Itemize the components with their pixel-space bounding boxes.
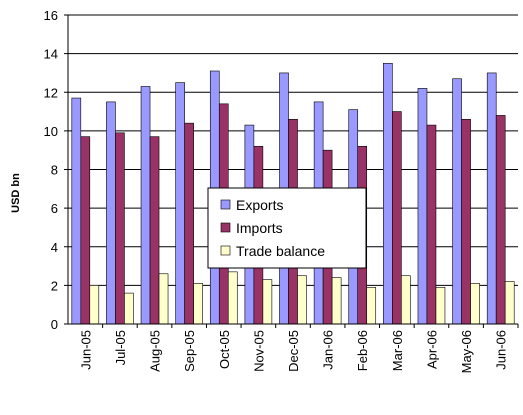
bar-imports xyxy=(149,136,160,325)
bar-trade-balance xyxy=(227,271,238,325)
legend-box xyxy=(207,187,367,269)
y-tick-label: 6 xyxy=(51,201,58,216)
x-tick-label: Sep-05 xyxy=(182,330,197,372)
bar-trade-balance xyxy=(297,275,307,325)
bar-exports xyxy=(452,78,462,325)
x-tick-label: May-06 xyxy=(459,330,474,373)
bar-trade-balance xyxy=(470,283,480,325)
y-tick-label: 2 xyxy=(51,278,58,293)
bar-imports xyxy=(461,118,471,325)
y-tick-label: 16 xyxy=(44,8,58,23)
bar-exports xyxy=(106,101,116,325)
x-tick-label: Oct-05 xyxy=(217,330,232,369)
y-tick-label: 10 xyxy=(44,124,58,139)
bar-imports xyxy=(495,115,506,325)
x-tick-labels: Jun-05 Jul-05 Aug-05 Sep-05 Oct-05 Nov-05 Dec-… xyxy=(78,330,508,373)
x-tick-label: Dec-05 xyxy=(286,330,301,372)
x-tick-label: Jun-05 xyxy=(78,330,93,370)
y-tick-labels: 0 2 4 6 8 10 12 14 16 xyxy=(44,8,58,332)
legend-swatch xyxy=(220,245,231,256)
legend: Exports Imports Trade balance xyxy=(207,187,367,269)
legend-label: Exports xyxy=(236,197,283,213)
bar-trade-balance xyxy=(504,281,515,325)
bar-trade-balance xyxy=(158,273,169,325)
bar-exports xyxy=(140,86,151,325)
bar-trade-balance xyxy=(366,287,377,325)
legend-label: Trade balance xyxy=(236,243,325,259)
x-tick-label: Mar-06 xyxy=(390,330,405,371)
x-tick-label: Jun-06 xyxy=(494,330,509,370)
x-tick-label: Aug-05 xyxy=(148,330,163,372)
bar-imports xyxy=(392,111,402,325)
bar-imports xyxy=(80,136,91,325)
axes xyxy=(64,14,519,328)
bar-exports xyxy=(175,82,185,325)
bar-trade-balance xyxy=(124,292,134,325)
y-tick-label: 14 xyxy=(44,47,58,62)
bar-trade-balance xyxy=(331,277,342,325)
legend-swatch xyxy=(220,199,231,210)
bar-exports xyxy=(417,88,428,325)
x-tick-label: Feb-06 xyxy=(355,330,370,371)
bar-imports xyxy=(115,132,125,325)
y-tick-label: 8 xyxy=(51,163,58,178)
bar-exports xyxy=(486,72,497,325)
bar-imports xyxy=(184,122,194,325)
legend-label: Imports xyxy=(236,220,283,236)
x-tick-label: Apr-06 xyxy=(424,330,439,369)
x-tick-label: Jan-06 xyxy=(321,330,336,370)
bar-exports xyxy=(71,97,82,325)
bar-trade-balance xyxy=(401,275,411,325)
bar-exports xyxy=(383,62,393,325)
x-tick-label: Nov-05 xyxy=(251,330,266,372)
bar-trade-balance xyxy=(435,287,446,325)
bar-trade-balance xyxy=(89,285,100,325)
bar-trade-balance xyxy=(193,283,203,325)
bar-trade-balance xyxy=(262,279,273,325)
y-axis-label: USD bn xyxy=(10,173,22,213)
x-tick-label: Jul-05 xyxy=(113,330,128,365)
y-tick-label: 12 xyxy=(44,85,58,100)
y-tick-label: 4 xyxy=(51,240,58,255)
bar-imports xyxy=(426,124,437,325)
y-tick-label: 0 xyxy=(51,317,58,332)
legend-swatch xyxy=(220,222,231,233)
